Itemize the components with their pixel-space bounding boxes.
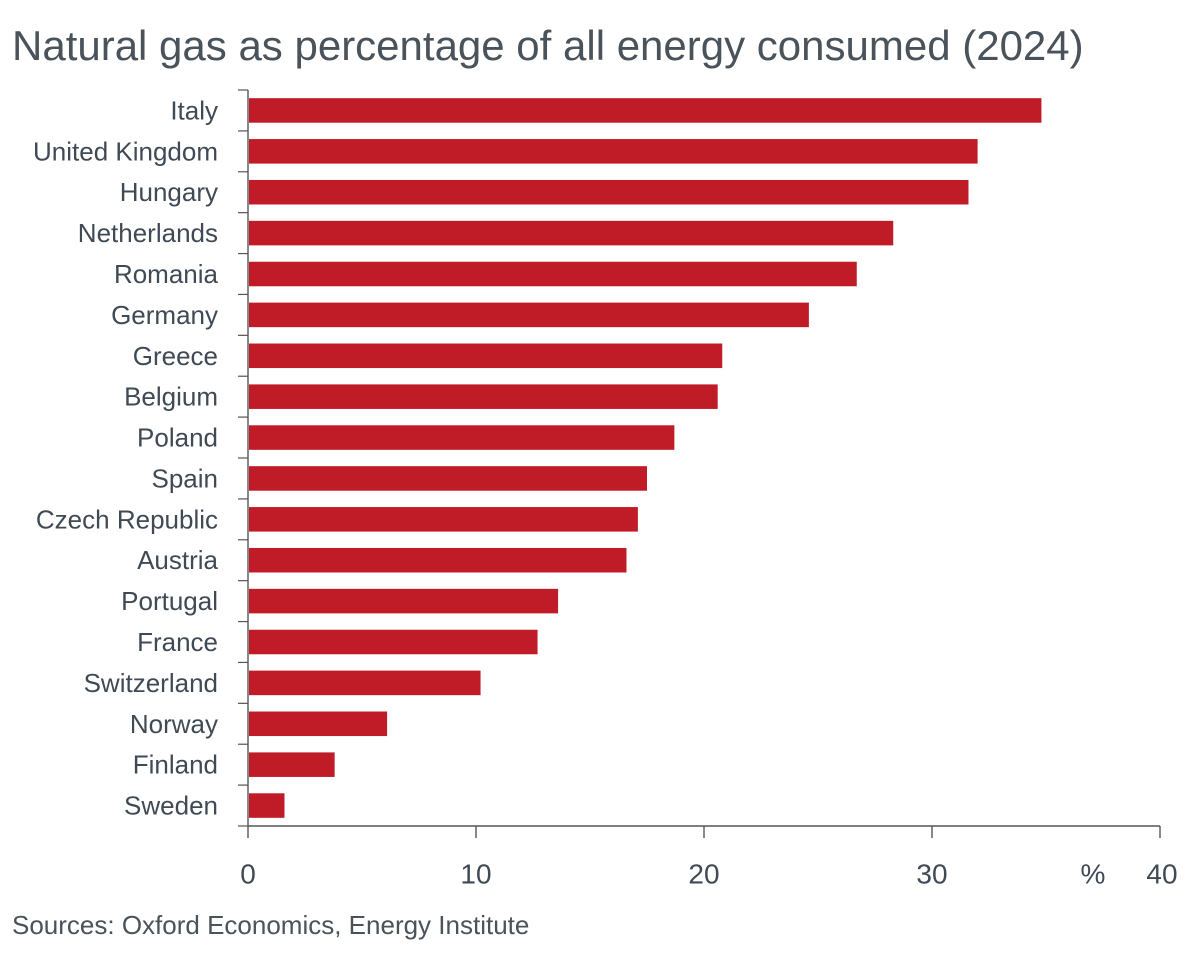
- category-label-sweden: Sweden: [124, 791, 218, 821]
- category-label-norway: Norway: [130, 709, 218, 739]
- chart-title: Natural gas as percentage of all energy …: [12, 22, 1084, 69]
- x-tick-label-40: 40: [1146, 859, 1177, 890]
- category-label-hungary: Hungary: [120, 177, 218, 207]
- bar-czech-republic: [249, 507, 638, 532]
- category-label-germany: Germany: [111, 300, 218, 330]
- category-label-netherlands: Netherlands: [78, 218, 218, 248]
- category-label-austria: Austria: [137, 545, 218, 575]
- category-label-finland: Finland: [133, 750, 218, 780]
- chart-source: Sources: Oxford Economics, Energy Instit…: [12, 910, 530, 940]
- category-label-france: France: [137, 627, 218, 657]
- bar-romania: [249, 261, 857, 287]
- category-label-romania: Romania: [114, 259, 219, 289]
- bar-poland: [249, 425, 675, 450]
- bars-layer: [249, 98, 1042, 818]
- x-axis-unit-label: %: [1081, 859, 1106, 890]
- bar-greece: [249, 343, 723, 369]
- category-label-greece: Greece: [133, 341, 218, 371]
- category-label-spain: Spain: [152, 463, 219, 493]
- category-label-italy: Italy: [170, 95, 218, 125]
- category-label-poland: Poland: [137, 423, 218, 453]
- bar-switzerland: [249, 670, 481, 696]
- bar-spain: [249, 466, 647, 491]
- x-tick-label-20: 20: [688, 859, 719, 890]
- labels-layer: Italy United Kingdom Hungary Netherlands Rom…: [33, 95, 1178, 889]
- bar-belgium: [249, 384, 718, 409]
- x-tick-label-0: 0: [240, 859, 256, 890]
- x-tick-label-10: 10: [460, 859, 491, 890]
- bar-norway: [249, 711, 388, 737]
- bar-hungary: [249, 179, 969, 205]
- bar-germany: [249, 302, 809, 328]
- x-tick-label-30: 30: [916, 859, 947, 890]
- category-label-portugal: Portugal: [121, 586, 218, 616]
- category-label-czech-republic: Czech Republic: [36, 504, 218, 534]
- bar-united-kingdom: [249, 139, 978, 164]
- axes-layer: [238, 89, 1161, 838]
- category-label-belgium: Belgium: [124, 382, 218, 412]
- category-label-switzerland: Switzerland: [84, 668, 218, 698]
- bar-italy: [249, 98, 1042, 123]
- bar-netherlands: [249, 220, 894, 246]
- bar-austria: [249, 547, 627, 573]
- category-label-united-kingdom: United Kingdom: [33, 136, 218, 166]
- bar-finland: [249, 752, 335, 777]
- bar-portugal: [249, 588, 559, 614]
- bar-france: [249, 629, 538, 655]
- bar-sweden: [249, 793, 285, 818]
